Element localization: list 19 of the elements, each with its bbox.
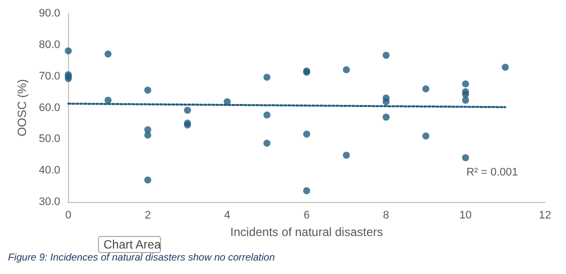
- x-tick-label: 2: [144, 210, 151, 222]
- x-tick-label: 12: [538, 210, 552, 222]
- x-tick-label: 6: [304, 210, 310, 222]
- x-tick-label: 8: [383, 210, 390, 222]
- y-tick-label: 80.0: [38, 38, 60, 51]
- annotation: R² = 0.001: [466, 166, 518, 178]
- y-tick-label: 70.0: [38, 70, 60, 82]
- text: Chart Area: [104, 238, 162, 252]
- x-tick-label: 0: [65, 210, 72, 222]
- y-axis-title: OOSC (%): [15, 79, 29, 136]
- x-tick-label: 10: [459, 210, 472, 222]
- y-tick-label: 50.0: [38, 133, 60, 146]
- y-tick-label: 40.0: [38, 164, 60, 177]
- y-tick-label: 90.0: [38, 8, 60, 20]
- caption: Figure 9: Incidences of natural disasters show no correlation: [8, 252, 276, 264]
- y-tick-label: 60.0: [38, 102, 60, 114]
- x-axis-title: Incidents of natural disasters: [230, 224, 384, 239]
- x-tick-label: 4: [224, 210, 230, 222]
- y-tick-label: 30.0: [38, 196, 60, 208]
